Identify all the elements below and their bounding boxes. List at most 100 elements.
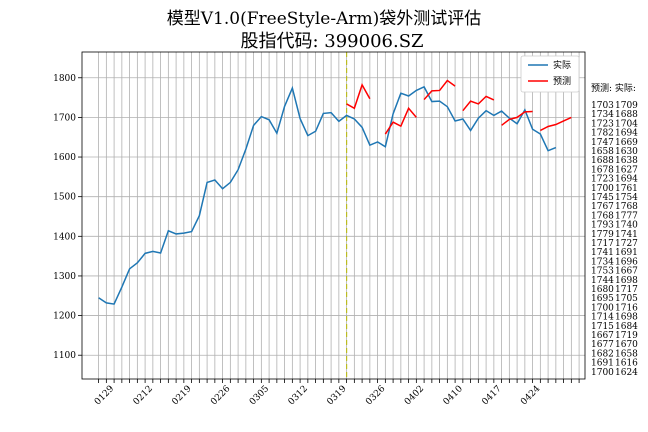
side-table-actual-value: 1761 [615, 184, 638, 194]
side-table-predicted-value: 1703 [591, 101, 614, 111]
x-tick-label: 0129 [93, 384, 116, 407]
side-table-actual-value: 1741 [615, 230, 638, 240]
series-line-predicted [384, 106, 417, 135]
side-table-actual-value: 1667 [615, 267, 638, 277]
side-table-predicted-value: 1734 [591, 257, 614, 267]
y-axis: 1100 1200 1300 1400 1500 1600 1700 1800 [53, 74, 82, 361]
series-line-actual [98, 85, 557, 305]
chart-title: 模型V1.0(FreeStyle-Arm)袋外测试评估 [167, 9, 481, 29]
y-tick-label: 1600 [53, 153, 76, 163]
x-tick-label: 0417 [480, 384, 503, 407]
side-table-actual-value: 1704 [615, 119, 638, 129]
side-table-actual-value: 1768 [615, 202, 638, 212]
side-table-actual-value: 1696 [615, 257, 638, 267]
side-table-predicted-value: 1753 [591, 267, 614, 277]
side-table-actual-value: 1691 [615, 248, 638, 258]
side-table-predicted-value: 1688 [591, 156, 614, 166]
x-tick-label: 0226 [209, 384, 232, 407]
side-table-predicted-value: 1779 [591, 230, 614, 240]
chart-subtitle: 股指代码: 399006.SZ [240, 31, 423, 52]
side-table-predicted-value: 1667 [591, 331, 614, 341]
side-table-actual-value: 1719 [615, 331, 638, 341]
side-table-predicted-value: 1714 [591, 313, 614, 323]
side-table-predicted-value: 1678 [591, 165, 614, 175]
side-table-actual-value: 1727 [615, 239, 638, 249]
side-table-predicted-value: 1723 [591, 119, 614, 129]
x-tick-label: 0410 [442, 384, 465, 407]
side-table-predicted-value: 1734 [591, 110, 614, 120]
side-table-actual-value: 1658 [615, 349, 638, 359]
x-tick-label: 0424 [519, 384, 542, 407]
legend-label-actual: 实际 [553, 59, 571, 71]
side-table-actual-value: 1688 [615, 110, 638, 120]
side-table-actual-value: 1777 [615, 211, 638, 221]
side-table-predicted-value: 1680 [591, 285, 614, 295]
side-table-predicted-value: 1744 [591, 276, 614, 286]
side-table-predicted-value: 1747 [591, 138, 614, 148]
side-table-predicted-value: 1793 [591, 221, 614, 231]
side-table-predicted-value: 1782 [591, 129, 614, 139]
side-table-predicted-value: 1741 [591, 248, 614, 258]
side-table-actual-value: 1670 [615, 340, 638, 350]
plot-area [81, 51, 586, 380]
side-table-actual-value: 1684 [615, 322, 638, 332]
x-tick-label: 0312 [287, 384, 310, 407]
y-tick-label: 1500 [53, 193, 76, 203]
x-tick-label: 0212 [132, 384, 155, 407]
legend: 实际 预测 [520, 55, 580, 93]
y-tick-label: 1200 [53, 312, 76, 322]
side-table-actual-value: 1740 [615, 221, 638, 231]
y-tick-label: 1800 [53, 74, 76, 84]
side-table-predicted-value: 1717 [591, 239, 614, 249]
x-tick-label: 0305 [248, 384, 271, 407]
series-line-predicted [423, 79, 456, 101]
series-group [98, 79, 572, 305]
y-tick-label: 1700 [53, 113, 76, 123]
series-line-predicted [540, 116, 572, 132]
side-table-actual-value: 1694 [615, 175, 638, 185]
side-table-predicted-value: 1700 [591, 184, 614, 194]
side-table-actual-value: 1754 [615, 193, 638, 203]
x-tick-label: 0402 [403, 384, 426, 407]
side-table-actual-value: 1669 [615, 138, 638, 148]
side-table-predicted-value: 1767 [591, 202, 614, 212]
side-table-actual-value: 1717 [615, 285, 638, 295]
y-tick-label: 1100 [53, 351, 76, 361]
side-table-predicted-value: 1745 [591, 193, 614, 203]
x-tick-label: 0219 [170, 384, 193, 407]
side-table-predicted-value: 1658 [591, 147, 614, 157]
side-table-actual-value: 1616 [615, 359, 638, 369]
side-table-actual-value: 1698 [615, 313, 638, 323]
side-table-predicted-value: 1700 [591, 303, 614, 313]
side-table-actual-value: 1638 [615, 156, 638, 166]
side-table-actual-value: 1716 [615, 303, 638, 313]
side-table-predicted-value: 1682 [591, 349, 614, 359]
series-line-predicted [462, 95, 495, 112]
x-tick-label: 0319 [325, 384, 348, 407]
side-table-actual-value: 1705 [615, 294, 638, 304]
side-table-actual-value: 1624 [615, 368, 638, 378]
side-table-actual-value: 1709 [615, 101, 638, 111]
side-table-actual-value: 1698 [615, 276, 638, 286]
side-table-predicted-value: 1677 [591, 340, 614, 350]
side-table-predicted-value: 1695 [591, 294, 614, 304]
side-table-actual-value: 1630 [615, 147, 638, 157]
x-tick-label: 0326 [364, 384, 387, 407]
legend-label-predicted: 预测 [553, 76, 571, 87]
y-tick-label: 1300 [53, 272, 76, 282]
series-line-predicted [346, 83, 371, 110]
side-table-predicted-value: 1691 [591, 359, 614, 369]
x-axis: 0129 0212 0219 0226 0305 0312 0319 0326 0402 0410… [93, 379, 580, 407]
side-table-predicted-value: 1700 [591, 368, 614, 378]
grid [82, 52, 585, 379]
side-table-predicted-value: 1723 [591, 175, 614, 185]
side-table-predicted-value: 1768 [591, 211, 614, 221]
side-table-predicted-value: 1715 [591, 322, 614, 332]
y-tick-label: 1400 [53, 232, 76, 242]
side-table-actual-value: 1694 [615, 129, 638, 139]
series-line-predicted [501, 110, 533, 126]
side-table-actual-value: 1627 [615, 165, 638, 175]
side-table-header: 预测: 实际: [591, 82, 636, 94]
